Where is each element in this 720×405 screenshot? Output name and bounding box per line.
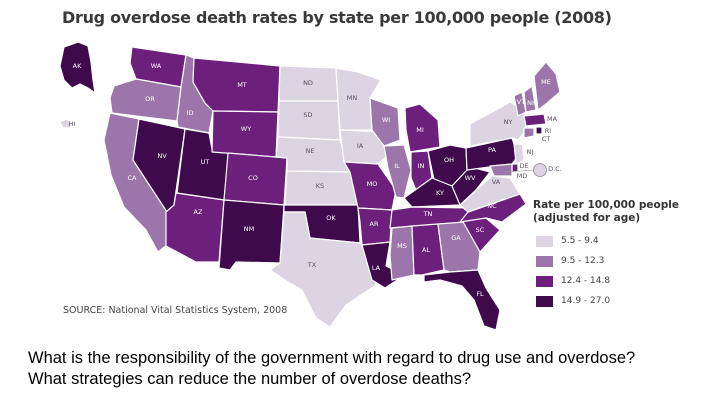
state-FL xyxy=(423,269,501,331)
state-label-CT: CT xyxy=(542,135,551,143)
state-label-NM: NM xyxy=(244,225,254,233)
state-label-KS: KS xyxy=(316,182,324,190)
state-label-LA: LA xyxy=(372,264,381,272)
state-label-WA: WA xyxy=(151,62,162,70)
state-label-FL: FL xyxy=(476,290,484,298)
state-label-MS: MS xyxy=(397,242,407,250)
state-label-AK: AK xyxy=(73,62,82,70)
legend-label: 5.5 - 9.4 xyxy=(561,236,599,246)
legend-item: 5.5 - 9.4 xyxy=(536,235,599,247)
legend-label: 14.9 - 27.0 xyxy=(561,296,611,306)
legend-title: Rate per 100,000 people (adjusted for ag… xyxy=(533,199,693,225)
state-NH xyxy=(523,85,537,113)
state-ME xyxy=(533,61,561,111)
state-label-ID: ID xyxy=(187,109,194,117)
question-line-2: What strategies can reduce the number of… xyxy=(28,370,472,388)
state-label-DC: D.C. xyxy=(548,165,562,173)
state-label-OH: OH xyxy=(444,156,454,164)
state-label-AZ: AZ xyxy=(194,208,203,216)
state-NM xyxy=(218,199,285,271)
legend-swatch xyxy=(536,275,553,287)
state-AK xyxy=(59,41,96,94)
state-CT xyxy=(523,127,535,139)
state-label-CA: CA xyxy=(128,174,138,182)
state-label-SD: SD xyxy=(303,111,312,119)
state-label-MA: MA xyxy=(547,115,558,123)
state-label-VT: VT xyxy=(517,98,525,106)
state-label-NE: NE xyxy=(306,147,315,155)
state-MS xyxy=(389,225,415,281)
state-label-MD: MD xyxy=(517,172,528,180)
legend-label: 9.5 - 12.3 xyxy=(561,256,605,266)
legend-swatch xyxy=(536,295,553,307)
state-label-TX: TX xyxy=(307,261,317,269)
state-SD xyxy=(277,100,341,141)
legend-swatch xyxy=(536,235,553,247)
state-label-MI: MI xyxy=(416,126,424,134)
legend-item: 9.5 - 12.3 xyxy=(536,255,604,267)
state-label-WV: WV xyxy=(465,174,476,182)
state-MA xyxy=(523,113,547,127)
state-label-TN: TN xyxy=(423,210,433,218)
state-label-MT: MT xyxy=(237,81,247,89)
state-label-WY: WY xyxy=(241,125,251,133)
state-label-NC: NC xyxy=(487,202,497,210)
map-title: Drug overdose death rates by state per 1… xyxy=(62,8,612,27)
dc-callout-line xyxy=(504,169,537,173)
source-note: SOURCE: National Vital Statistics System… xyxy=(63,305,288,316)
state-HI xyxy=(59,118,73,129)
legend-title-line1: Rate per 100,000 people xyxy=(533,199,680,211)
state-label-IN: IN xyxy=(418,162,425,170)
state-label-CO: CO xyxy=(248,174,258,182)
state-label-RI: RI xyxy=(545,127,552,135)
state-label-AR: AR xyxy=(370,220,379,228)
state-TX xyxy=(269,211,377,328)
state-label-NH: NH xyxy=(527,99,537,107)
state-label-OK: OK xyxy=(326,214,336,222)
question-line-1: What is the responsibility of the govern… xyxy=(28,349,636,367)
state-label-AL: AL xyxy=(422,246,430,254)
legend-title-line2: (adjusted for age) xyxy=(533,212,641,224)
state-label-NY: NY xyxy=(504,118,513,126)
state-label-IL: IL xyxy=(394,162,400,170)
discussion-question: What is the responsibility of the govern… xyxy=(28,348,635,390)
state-MI xyxy=(404,103,441,153)
state-label-VA: VA xyxy=(492,178,501,186)
state-NJ xyxy=(513,143,525,165)
legend-item: 12.4 - 14.8 xyxy=(536,275,610,287)
state-label-HI: HI xyxy=(69,120,76,128)
state-DC xyxy=(533,163,547,177)
state-label-DE: DE xyxy=(519,162,528,170)
state-label-UT: UT xyxy=(201,158,210,166)
state-label-PA: PA xyxy=(488,146,497,154)
state-label-IA: IA xyxy=(357,142,364,150)
state-WI xyxy=(369,97,401,147)
state-label-NJ: NJ xyxy=(527,148,534,156)
state-label-KY: KY xyxy=(436,189,444,197)
state-DE xyxy=(511,163,519,173)
legend-item: 14.9 - 27.0 xyxy=(536,295,610,307)
state-label-OR: OR xyxy=(145,95,155,103)
state-WY xyxy=(211,110,279,158)
state-label-SC: SC xyxy=(476,226,485,234)
state-AL xyxy=(411,223,445,276)
state-MD xyxy=(489,163,513,177)
state-label-ME: ME xyxy=(541,78,551,86)
state-label-NV: NV xyxy=(157,152,167,160)
state-RI xyxy=(535,126,543,135)
legend-swatch xyxy=(536,255,553,267)
legend-label: 12.4 - 14.8 xyxy=(561,276,611,286)
state-label-MN: MN xyxy=(347,94,358,102)
state-label-ND: ND xyxy=(303,79,313,87)
us-choropleth-map: AK HI WA OR CA ID NV UT AZ MT WY CO NM ND SD NE KS OK TX MN… xyxy=(59,41,562,331)
state-AZ xyxy=(165,192,225,263)
state-label-WI: WI xyxy=(382,116,390,124)
state-label-GA: GA xyxy=(451,234,461,242)
state-label-MO: MO xyxy=(367,180,378,188)
